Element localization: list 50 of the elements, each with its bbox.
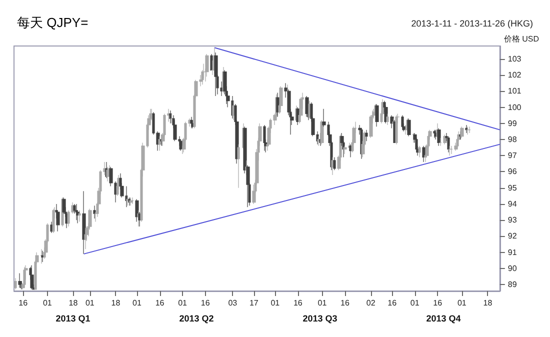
candlestick (14, 278, 17, 290)
text: 2013 Q1 (56, 314, 90, 324)
x-tick-label: 01 (178, 298, 188, 308)
candlestick (320, 120, 324, 145)
x-tick-label: 16 (293, 298, 303, 308)
text: 2013 Q4 (426, 314, 461, 324)
x-tick-label: 16 (18, 298, 28, 308)
y-axis-title: 价格 USD (502, 34, 540, 44)
y-tick-label: 92 (508, 232, 518, 241)
x-tick-label: 01 (270, 298, 280, 308)
x-tick-label: 01 (457, 298, 467, 308)
x-tick-label: 01 (85, 298, 95, 308)
x-tick-label: 01 (410, 298, 420, 308)
y-tick-label: 91 (508, 248, 518, 257)
y-tick-label: 95 (508, 183, 518, 192)
text: 2013 Q2 (179, 314, 214, 324)
y-tick-label: 90 (508, 264, 518, 273)
x-tick-label: 18 (68, 298, 78, 308)
y-tick-label: 99 (508, 118, 518, 128)
x-tick-label: 01 (132, 298, 142, 308)
candlestick (82, 190, 86, 254)
y-tick-label: 93 (508, 216, 518, 225)
x-tick-label: 16 (200, 298, 210, 308)
candlestick (466, 126, 470, 135)
y-tick-label: 94 (508, 199, 518, 208)
text: 2013 Q3 (302, 314, 338, 324)
x-tick-label: 18 (483, 298, 493, 308)
x-tick-label: 18 (111, 298, 121, 308)
chart-subtitle: 2013-1-11 - 2013-11-26 (HKG) (411, 18, 534, 28)
x-tick-label: 01 (42, 298, 52, 308)
y-tick-label: 100 (508, 102, 522, 112)
x-tick-label: 01 (318, 298, 328, 308)
candlestick (365, 130, 368, 142)
y-tick-label: 89 (508, 280, 518, 290)
y-tick-label: 97 (508, 151, 518, 160)
chart-title: 每天 QJPY= (17, 15, 88, 30)
x-tick-label: 16 (155, 298, 165, 308)
x-tick-label: 16 (340, 298, 350, 308)
x-tick-label: 16 (388, 298, 398, 308)
y-tick-label: 101 (508, 86, 522, 96)
candlestick (422, 146, 426, 162)
y-tick-label: 98 (508, 134, 518, 144)
x-tick-label: 16 (433, 298, 443, 308)
candlestick (460, 126, 464, 138)
x-tick-label: 02 (366, 298, 376, 308)
y-tick-label: 103 (508, 54, 522, 64)
y-tick-label: 96 (508, 167, 518, 176)
x-tick-label: 03 (228, 298, 238, 308)
x-tick-label: 17 (249, 298, 259, 308)
y-tick-label: 102 (508, 70, 522, 80)
